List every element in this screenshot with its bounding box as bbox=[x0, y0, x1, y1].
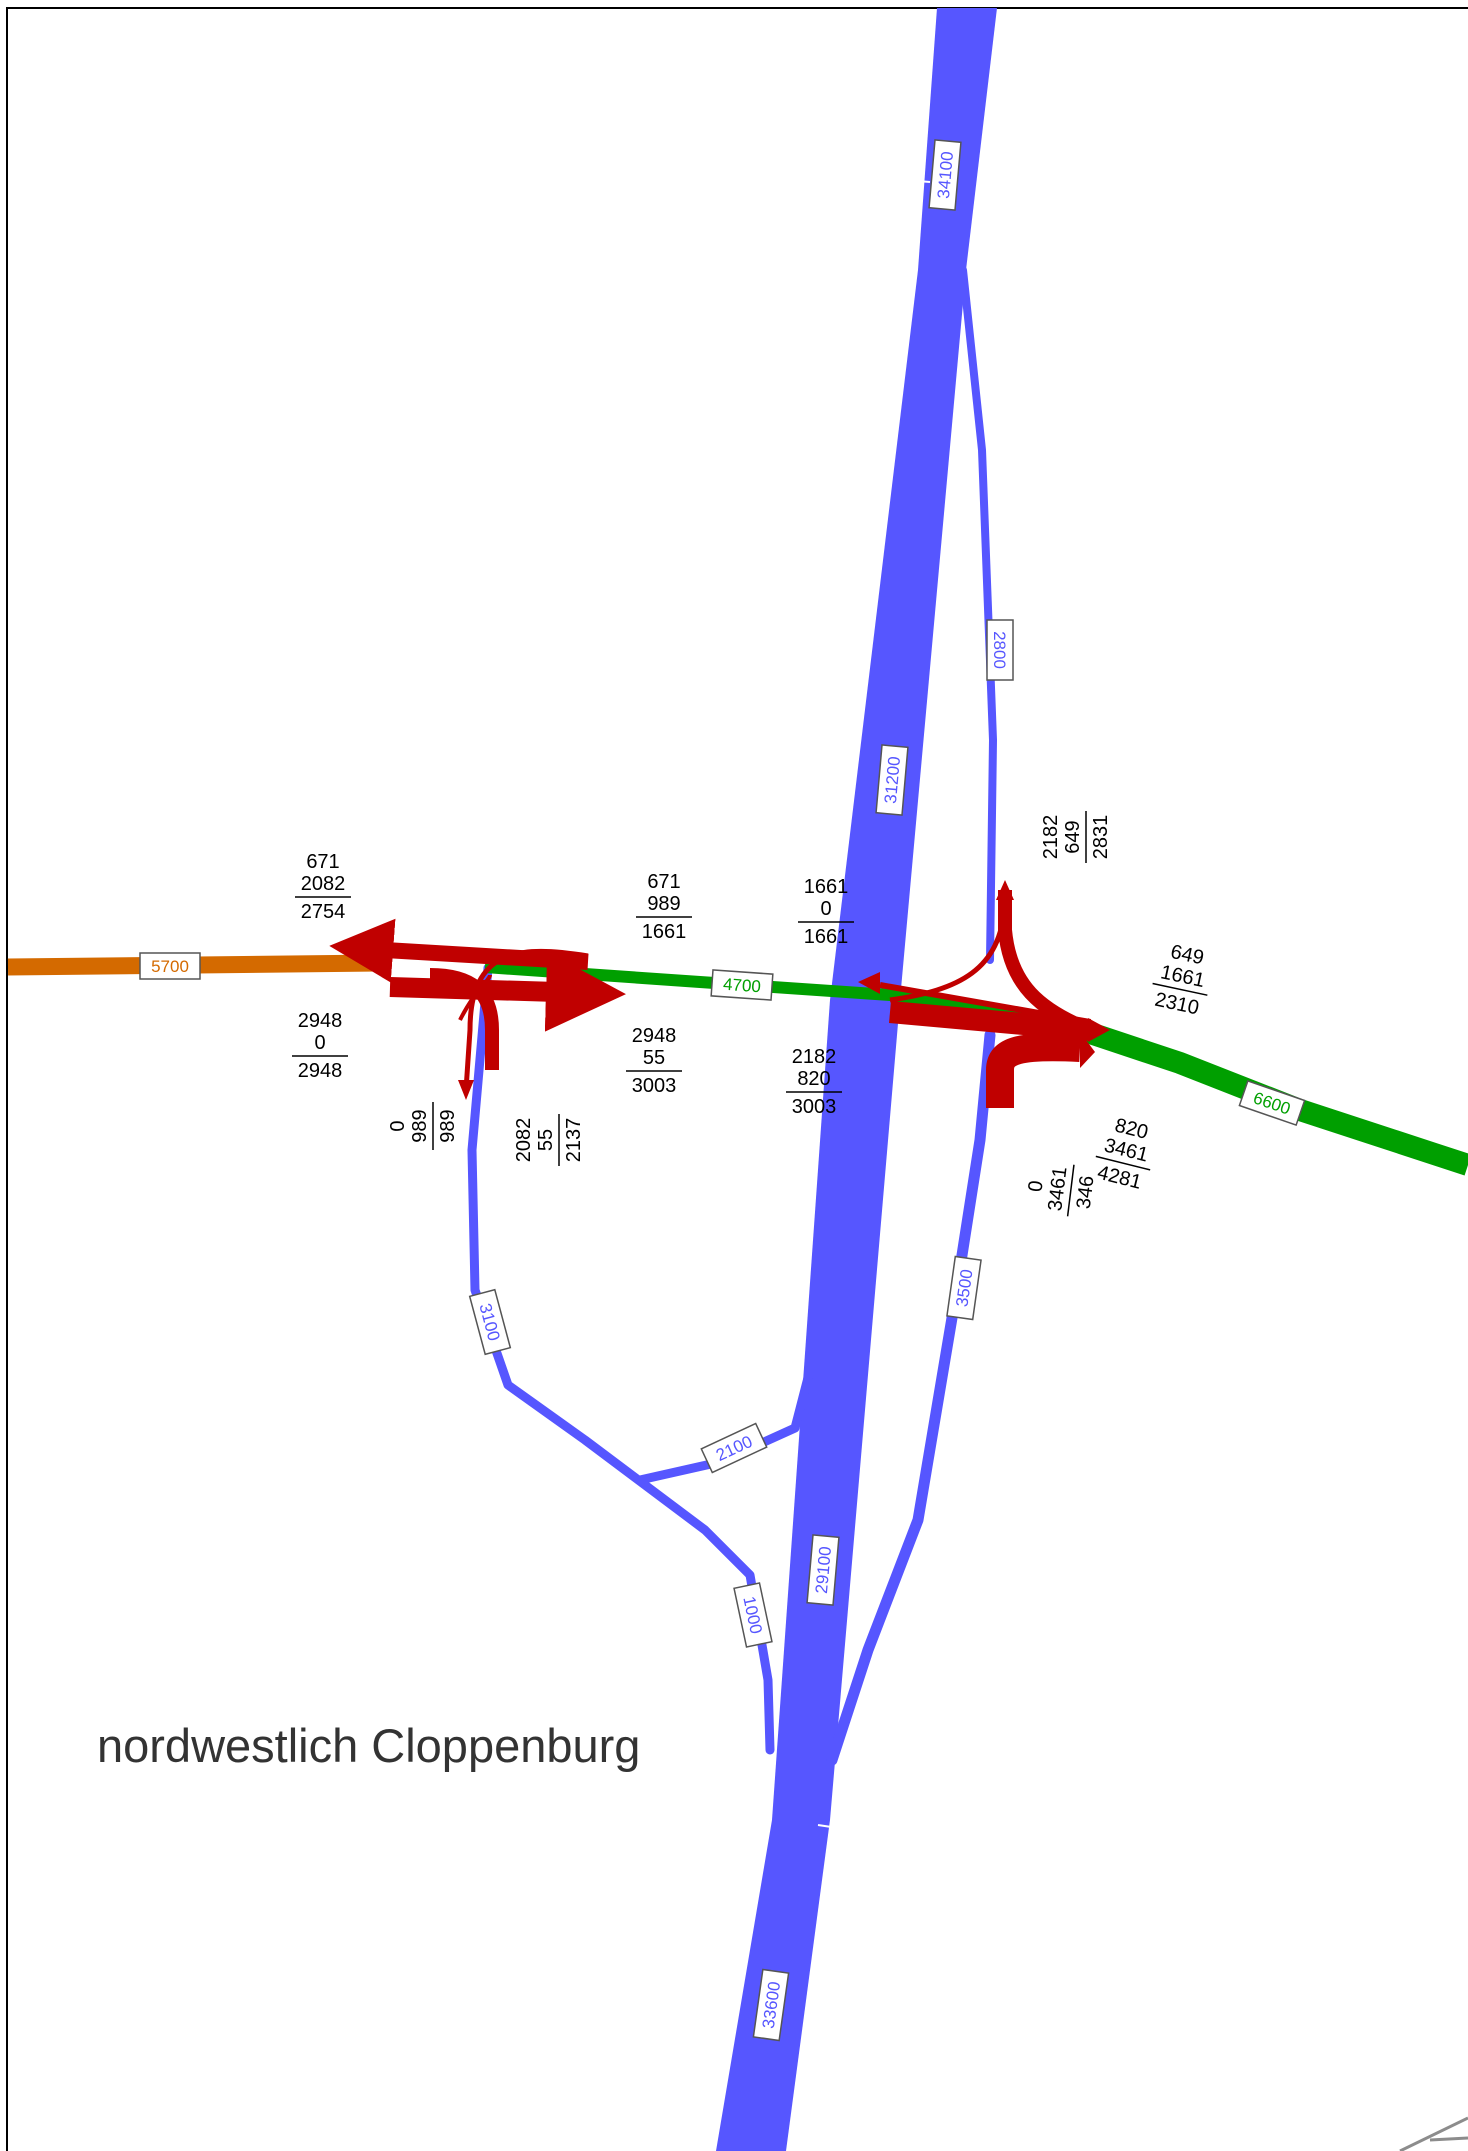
count-mid-top: 671 989 1661 bbox=[636, 871, 692, 943]
count-value: 989 bbox=[647, 893, 680, 915]
count-total: 346 bbox=[1073, 1174, 1099, 1210]
count-value: 2948 bbox=[298, 1010, 343, 1032]
count-ramp-w-b: 2082 55 2137 bbox=[513, 1114, 585, 1166]
count-total: 3003 bbox=[792, 1096, 837, 1118]
count-total: 3003 bbox=[632, 1075, 677, 1097]
count-east-top: 649 1661 2310 bbox=[1152, 941, 1208, 1020]
turn-arrows-west bbox=[329, 918, 626, 1091]
count-value: 0 bbox=[387, 1120, 409, 1131]
count-center-bottom: 2182 820 3003 bbox=[786, 1046, 842, 1118]
count-value: 2082 bbox=[301, 873, 346, 895]
count-value: 2948 bbox=[632, 1025, 677, 1047]
count-total: 1661 bbox=[804, 926, 849, 948]
count-total: 2831 bbox=[1090, 815, 1112, 860]
count-ramp-w-a: 0 989 989 bbox=[387, 1102, 459, 1150]
count-value: 0 bbox=[314, 1032, 325, 1054]
count-total: 2948 bbox=[298, 1060, 343, 1082]
count-total: 989 bbox=[437, 1109, 459, 1142]
count-sw: 2948 0 2948 bbox=[292, 1010, 348, 1082]
label-a-mid: 31200 bbox=[881, 756, 904, 805]
ramp-w bbox=[467, 963, 775, 1755]
count-value: 55 bbox=[535, 1129, 557, 1151]
ramp-se bbox=[826, 1029, 996, 1766]
label-road-west: 5700 bbox=[151, 957, 189, 976]
count-value: 671 bbox=[647, 871, 680, 893]
label-a-north: 34100 bbox=[934, 151, 957, 200]
count-total: 2137 bbox=[563, 1118, 585, 1163]
arrow-head bbox=[596, 983, 620, 1001]
place-name: nordwestlich Cloppenburg bbox=[97, 1719, 640, 1772]
segment-labels: 34100 31200 29100 33600 2800 3500 3100 bbox=[139, 139, 1306, 2042]
count-center-top: 1661 0 1661 bbox=[798, 876, 854, 948]
ramp-ne bbox=[959, 266, 997, 964]
count-se-a: 820 3461 4281 bbox=[1095, 1114, 1150, 1193]
count-value: 3461 bbox=[1044, 1166, 1071, 1213]
count-value: 1661 bbox=[804, 876, 849, 898]
count-value: 649 bbox=[1062, 820, 1084, 853]
arrow-head bbox=[1080, 1032, 1095, 1068]
count-value: 0 bbox=[1024, 1179, 1047, 1193]
count-mid-bottom: 2948 55 3003 bbox=[626, 1025, 682, 1097]
label-ramp-ne: 2800 bbox=[990, 631, 1009, 669]
arrow-head bbox=[996, 880, 1014, 900]
count-value: 0 bbox=[820, 898, 831, 920]
count-value: 671 bbox=[306, 851, 339, 873]
arrow-head bbox=[358, 940, 380, 956]
count-value: 820 bbox=[797, 1068, 830, 1090]
motorway bbox=[716, 8, 997, 2151]
label-a-lower: 29100 bbox=[812, 1546, 835, 1595]
count-nw: 671 2082 2754 bbox=[295, 851, 351, 923]
count-value: 2182 bbox=[792, 1046, 837, 1068]
map-frame bbox=[6, 7, 1468, 2151]
count-value: 55 bbox=[643, 1047, 665, 1069]
arrow-head bbox=[1088, 1018, 1110, 1042]
arrow-head bbox=[458, 1080, 474, 1100]
label-road-middle: 4700 bbox=[722, 975, 761, 997]
count-total: 2754 bbox=[301, 901, 346, 923]
count-value: 2182 bbox=[1040, 815, 1062, 860]
count-ne-vertical: 2182 649 2831 bbox=[1040, 811, 1112, 863]
turn-arrows-east bbox=[879, 890, 1101, 1108]
road-east bbox=[1056, 1012, 1468, 1176]
count-value: 989 bbox=[409, 1109, 431, 1142]
count-value: 2082 bbox=[513, 1118, 535, 1163]
count-se-b: 0 3461 346 bbox=[1024, 1164, 1099, 1217]
minor-road bbox=[1399, 2116, 1468, 2151]
count-total: 1661 bbox=[642, 921, 687, 943]
count-total: 2310 bbox=[1153, 989, 1201, 1020]
arrow-head bbox=[858, 972, 880, 994]
junction-counts: 671 2082 2754 2948 0 2948 671 989 1661 2… bbox=[292, 811, 1208, 1217]
